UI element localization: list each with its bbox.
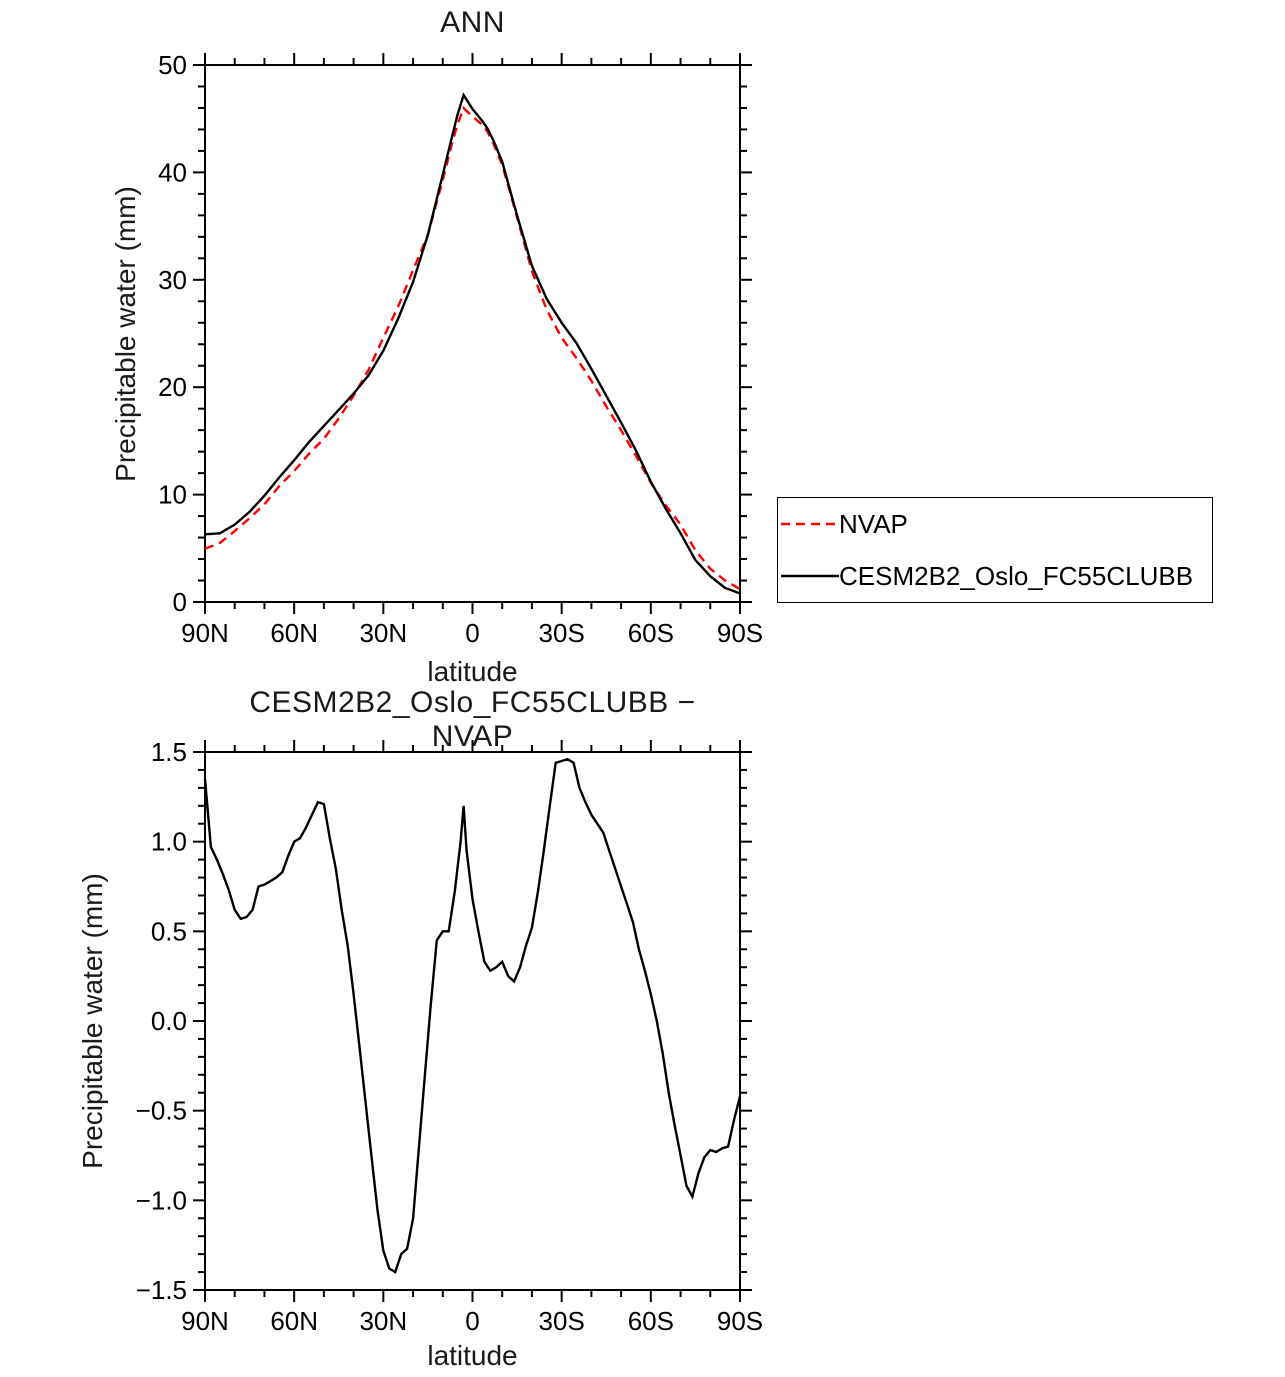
y-tick-label: −1.0 xyxy=(136,1185,187,1215)
bottom-chart-title: CESM2B2_Oslo_FC55CLUBB − NVAP xyxy=(249,686,696,753)
top-chart-ylabel: Precipitable water (mm) xyxy=(110,186,141,482)
y-tick-label: 1.5 xyxy=(151,737,187,767)
series-NVAP xyxy=(204,105,741,591)
series-CESM2B2_Oslo_FC55CLUBB_minus_NVAP xyxy=(203,757,742,1274)
x-tick-label: 30S xyxy=(539,618,585,648)
chart-1: 90N 60N 30N 0 30S 60S 90S −1.5 −1.0 −0.5 0.0 0.5 1.0… xyxy=(136,737,763,1336)
y-tick-label: 30 xyxy=(158,265,187,295)
legend-label-cesm: CESM2B2_Oslo_FC55CLUBB xyxy=(839,560,1194,591)
bottom-chart-ylabel: Precipitable water (mm) xyxy=(77,873,108,1169)
x-tick-label: 0 xyxy=(465,618,479,648)
y-tick-label: 10 xyxy=(158,480,187,510)
y-tick-label: 0.5 xyxy=(151,916,187,946)
x-tick-label: 60S xyxy=(628,618,674,648)
bottom-chart-xlabel: latitude xyxy=(427,1340,518,1371)
chart-0: 90N 60N 30N 0 30S 60S 90S 0 10 20 30 40 50 xyxy=(158,50,763,648)
x-tick-label: 30N xyxy=(359,1306,407,1336)
axis-ticks xyxy=(193,740,752,1302)
series-CESM2B2_Oslo_FC55CLUBB xyxy=(204,92,741,595)
y-tick-label: 0.0 xyxy=(151,1006,187,1036)
top-chart-title: ANN xyxy=(440,6,505,39)
x-tick-label: 60N xyxy=(270,618,318,648)
top-chart-xlabel: latitude xyxy=(427,656,518,687)
y-tick-label: 1.0 xyxy=(151,827,187,857)
plot-frame xyxy=(204,751,741,1291)
x-tick-label: 30N xyxy=(359,618,407,648)
x-tick-label: 0 xyxy=(465,1306,479,1336)
y-tick-label: 50 xyxy=(158,50,187,80)
legend-label-nvap: NVAP xyxy=(839,508,908,539)
y-tick-label: 40 xyxy=(158,157,187,187)
tick-labels: 90N 60N 30N 0 30S 60S 90S 0 10 20 30 40 50 xyxy=(158,50,763,648)
tick-labels: 90N 60N 30N 0 30S 60S 90S −1.5 −1.0 −0.5 0.0 0.5 1.0… xyxy=(136,737,763,1336)
y-tick-label: −0.5 xyxy=(136,1096,187,1126)
x-tick-label: 30S xyxy=(539,1306,585,1336)
x-tick-label: 90S xyxy=(717,618,763,648)
y-tick-label: 0 xyxy=(173,587,187,617)
legend-row-nvap: NVAP xyxy=(778,498,1212,550)
x-tick-label: 90N xyxy=(181,618,229,648)
legend-row-cesm: CESM2B2_Oslo_FC55CLUBB xyxy=(778,550,1212,602)
y-tick-label: −1.5 xyxy=(136,1275,187,1305)
plot-frame xyxy=(204,64,741,603)
x-tick-label: 60N xyxy=(270,1306,318,1336)
cesm-solid-line-sample xyxy=(781,574,839,578)
x-tick-label: 90S xyxy=(717,1306,763,1336)
x-tick-label: 90N xyxy=(181,1306,229,1336)
y-tick-label: 20 xyxy=(158,372,187,402)
x-tick-label: 60S xyxy=(628,1306,674,1336)
legend-box: NVAP CESM2B2_Oslo_FC55CLUBB xyxy=(777,497,1213,603)
nvap-dashed-line-sample xyxy=(781,522,839,526)
axis-ticks xyxy=(193,53,752,614)
